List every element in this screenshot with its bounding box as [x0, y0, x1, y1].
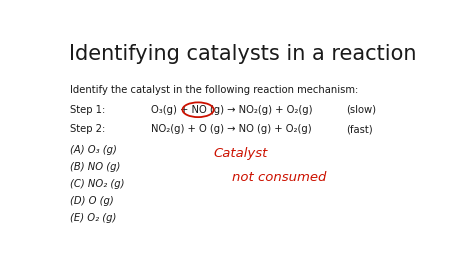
Text: (E) O₂ (g): (E) O₂ (g) — [70, 213, 117, 223]
Text: (B) NO (g): (B) NO (g) — [70, 161, 121, 172]
Text: (C) NO₂ (g): (C) NO₂ (g) — [70, 178, 125, 189]
Text: Identify the catalyst in the following reaction mechanism:: Identify the catalyst in the following r… — [70, 85, 358, 95]
Text: O₃(g) + NO (g) → NO₂(g) + O₂(g): O₃(g) + NO (g) → NO₂(g) + O₂(g) — [151, 105, 312, 115]
Text: (A) O₃ (g): (A) O₃ (g) — [70, 144, 117, 155]
Text: Catalyst: Catalyst — [213, 147, 268, 160]
Text: (D) O (g): (D) O (g) — [70, 196, 114, 206]
Text: (fast): (fast) — [346, 124, 373, 134]
Text: not consumed: not consumed — [232, 171, 326, 184]
Text: Step 2:: Step 2: — [70, 124, 106, 134]
Text: (slow): (slow) — [346, 105, 376, 115]
Text: NO₂(g) + O (g) → NO (g) + O₂(g): NO₂(g) + O (g) → NO (g) + O₂(g) — [151, 124, 312, 134]
Text: Step 1:: Step 1: — [70, 105, 106, 115]
Text: Identifying catalysts in a reaction: Identifying catalysts in a reaction — [69, 44, 417, 64]
